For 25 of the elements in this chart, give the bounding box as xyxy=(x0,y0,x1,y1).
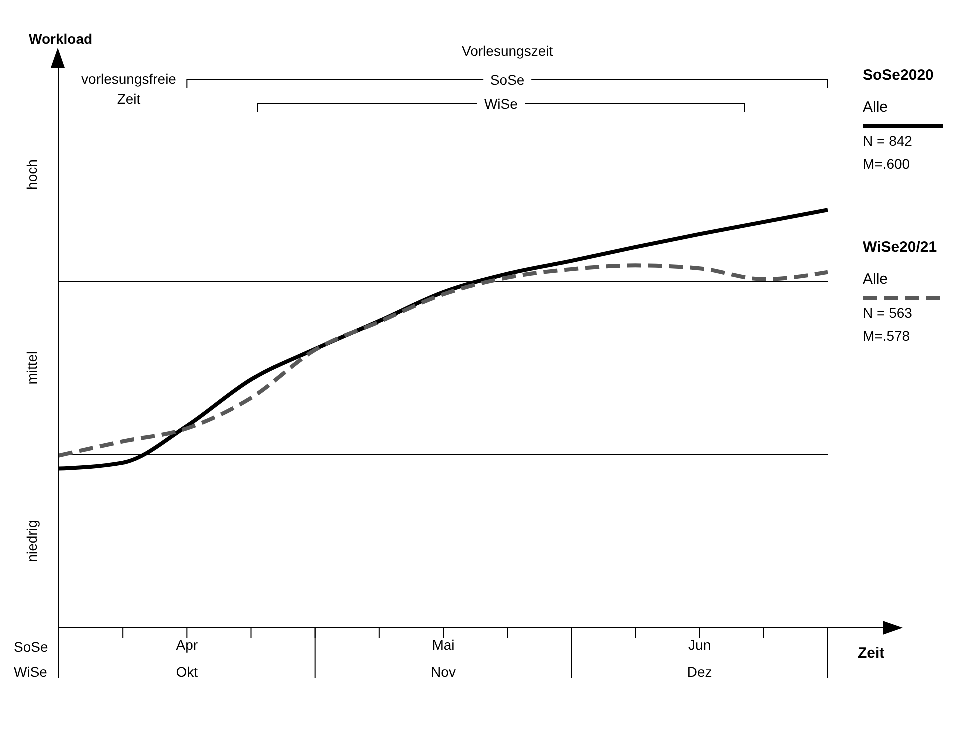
text: WiSe xyxy=(14,664,48,680)
text: Vorlesungszeit xyxy=(462,43,554,59)
text: Dez xyxy=(687,664,712,680)
x-tick-label: Mai xyxy=(432,636,455,653)
text: Alle xyxy=(863,271,888,288)
text: vorlesungsfreie Zeit xyxy=(82,71,177,107)
text: niedrig xyxy=(24,520,40,562)
text: Okt xyxy=(176,664,198,680)
text: N = 842 xyxy=(863,133,913,149)
text: Workload xyxy=(29,31,93,47)
text: SoSe2020 xyxy=(863,67,934,84)
text: WiSe20/21 xyxy=(863,239,938,256)
text: SoSe xyxy=(14,639,48,655)
text: N = 563 xyxy=(863,305,913,321)
x-tick-label: Apr xyxy=(176,636,198,653)
text: SoSe xyxy=(490,72,525,88)
text: WiSe xyxy=(484,96,518,112)
text: hoch xyxy=(24,160,40,190)
x-tick-label: Jun xyxy=(688,636,712,653)
text: Nov xyxy=(431,664,456,680)
text: M=.578 xyxy=(863,328,910,344)
text: Alle xyxy=(863,99,888,116)
x-axis-title: Zeit xyxy=(858,645,885,662)
text: M=.600 xyxy=(863,156,910,172)
text: mittel xyxy=(24,351,40,385)
